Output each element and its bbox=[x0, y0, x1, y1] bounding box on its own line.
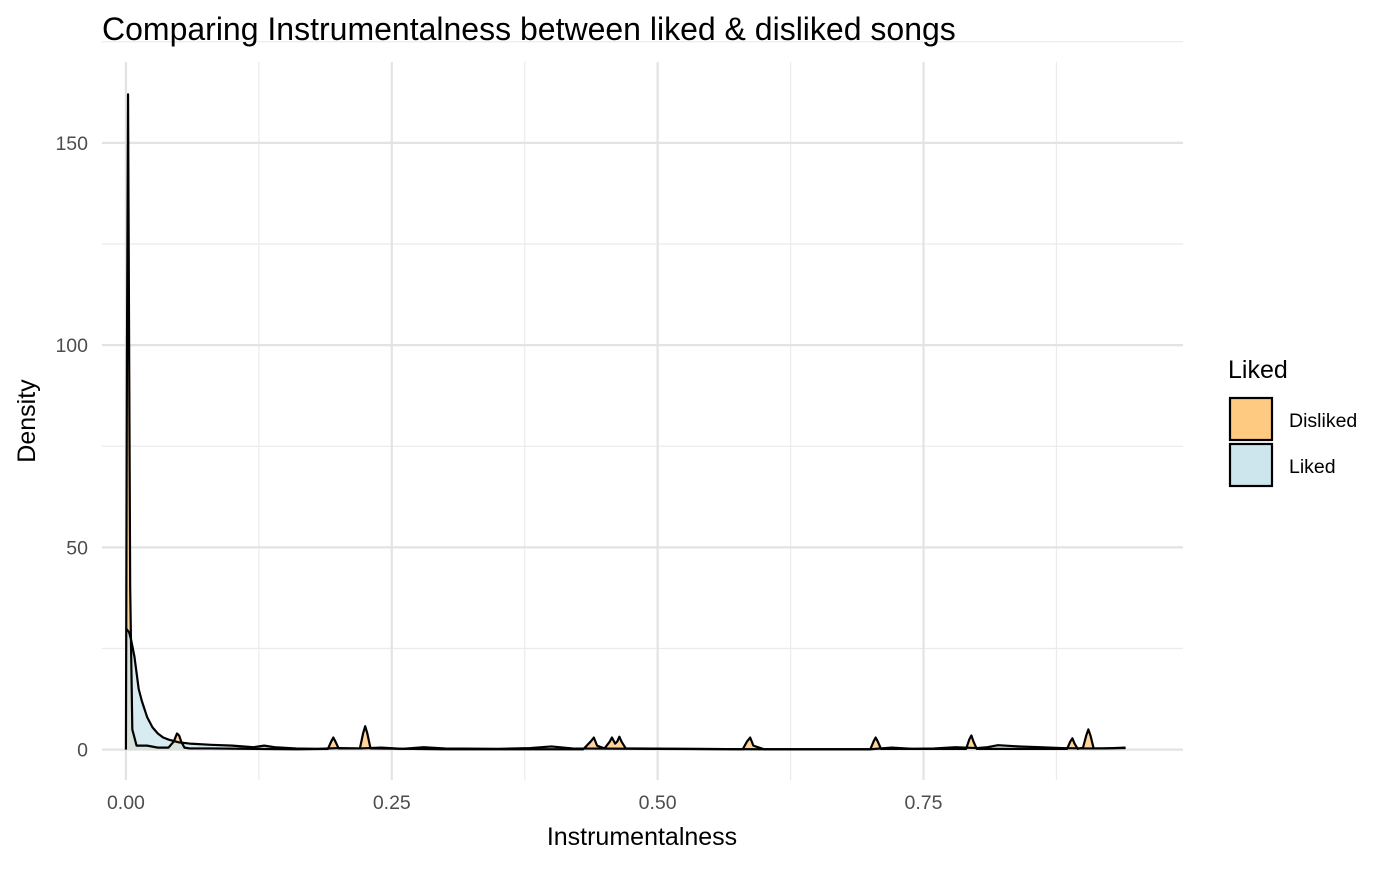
legend-key-disliked bbox=[1228, 396, 1274, 442]
legend-label-disliked: Disliked bbox=[1289, 410, 1357, 432]
legend-title: Liked bbox=[1228, 356, 1288, 384]
x-tick-label: 0.00 bbox=[107, 792, 145, 814]
minor-gridlines bbox=[102, 41, 1183, 780]
y-tick-labels: 0 50 100 150 bbox=[55, 133, 88, 762]
density-line-liked bbox=[125, 627, 1126, 751]
legend-label-liked: Liked bbox=[1289, 456, 1336, 478]
y-tick-label: 100 bbox=[55, 335, 88, 357]
y-axis-label: Density bbox=[13, 379, 41, 463]
x-tick-label: 0.25 bbox=[373, 792, 411, 814]
x-tick-label: 0.75 bbox=[905, 792, 943, 814]
x-tick-labels: 0.00 0.25 0.50 0.75 bbox=[107, 792, 943, 814]
x-axis-label: Instrumentalness bbox=[547, 823, 737, 851]
y-tick-label: 150 bbox=[55, 133, 88, 155]
y-tick-label: 0 bbox=[77, 740, 88, 762]
legend: Liked Disliked Liked bbox=[1228, 356, 1357, 488]
chart-title: Comparing Instrumentalness between liked… bbox=[102, 11, 956, 47]
y-tick-label: 50 bbox=[66, 537, 88, 559]
density-series bbox=[124, 93, 1126, 751]
legend-key-liked bbox=[1228, 442, 1274, 488]
x-tick-label: 0.50 bbox=[639, 792, 677, 814]
